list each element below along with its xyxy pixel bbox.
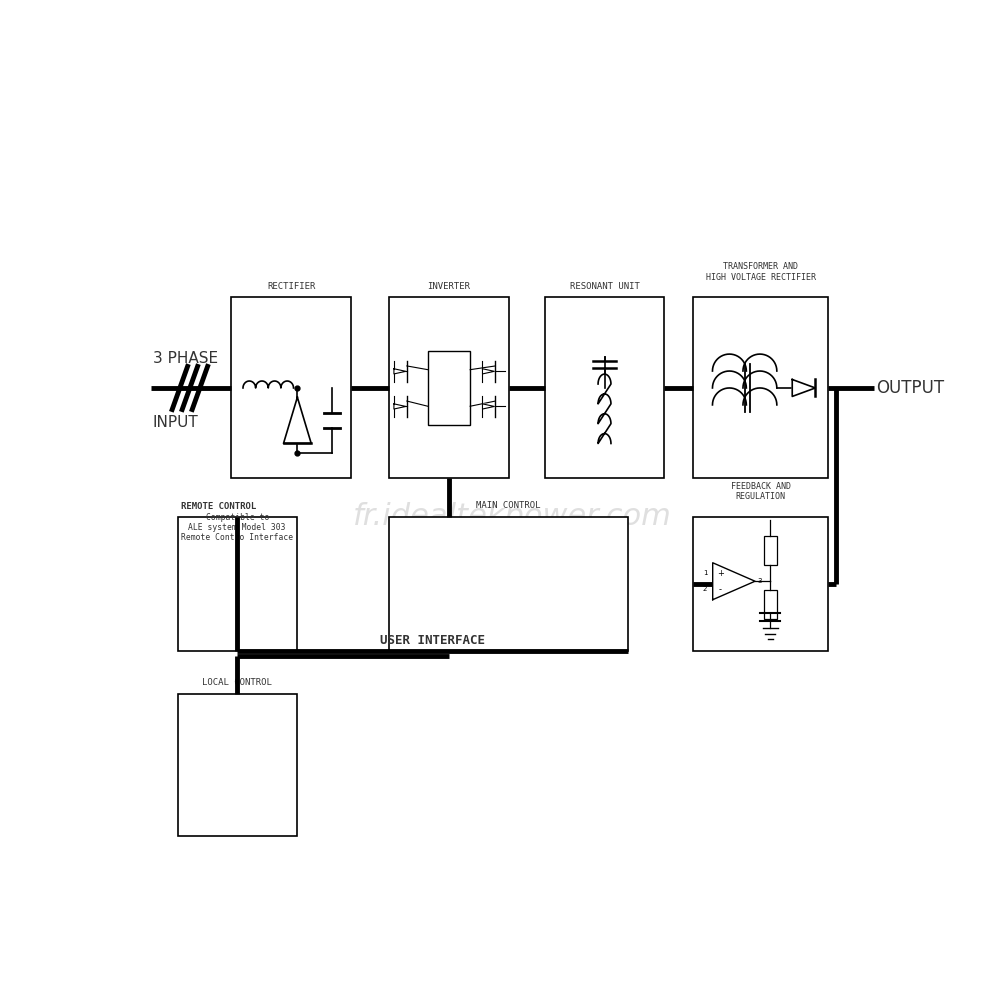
Text: 1: 1 [703, 570, 707, 576]
Polygon shape [284, 397, 311, 443]
Bar [764, 536, 777, 565]
Bar [231, 297, 351, 478]
Bar [178, 517, 297, 651]
Polygon shape [482, 404, 494, 409]
Polygon shape [394, 369, 406, 374]
Bar [764, 590, 777, 619]
Text: REMOTE CONTROL: REMOTE CONTROL [181, 502, 257, 511]
Bar [178, 694, 297, 836]
Text: TRANSFORMER AND
HIGH VOLTAGE RECTIFIER: TRANSFORMER AND HIGH VOLTAGE RECTIFIER [706, 262, 816, 282]
Text: LOCAL CONTROL: LOCAL CONTROL [202, 678, 272, 687]
Text: Compatible to
ALE system Model 303
Remote Contro Interface: Compatible to ALE system Model 303 Remot… [181, 513, 293, 542]
FancyBboxPatch shape [428, 351, 470, 425]
Text: RECTIFIER: RECTIFIER [267, 282, 315, 291]
Text: USER INTERFACE: USER INTERFACE [380, 634, 485, 647]
Text: RESONANT UNIT: RESONANT UNIT [570, 282, 639, 291]
Polygon shape [713, 563, 755, 600]
Text: 2: 2 [703, 586, 707, 592]
Text: FEEDBACK AND
REGULATION: FEEDBACK AND REGULATION [731, 482, 791, 501]
Text: OUTPUT: OUTPUT [876, 379, 944, 397]
Bar [693, 517, 828, 651]
Text: +: + [717, 569, 724, 578]
Bar [545, 297, 664, 478]
Polygon shape [792, 379, 815, 396]
Polygon shape [394, 404, 406, 409]
Text: -: - [719, 585, 722, 594]
Bar [389, 297, 509, 478]
Text: MAIN CONTROL: MAIN CONTROL [476, 501, 541, 510]
Text: 3: 3 [757, 578, 762, 584]
Text: INVERTER: INVERTER [427, 282, 470, 291]
Text: 3 PHASE: 3 PHASE [153, 351, 218, 366]
Text: INPUT: INPUT [153, 415, 199, 430]
Bar [693, 297, 828, 478]
Text: fr.idealtekpower.com: fr.idealtekpower.com [353, 502, 672, 531]
Bar [389, 517, 628, 651]
Polygon shape [482, 369, 494, 374]
